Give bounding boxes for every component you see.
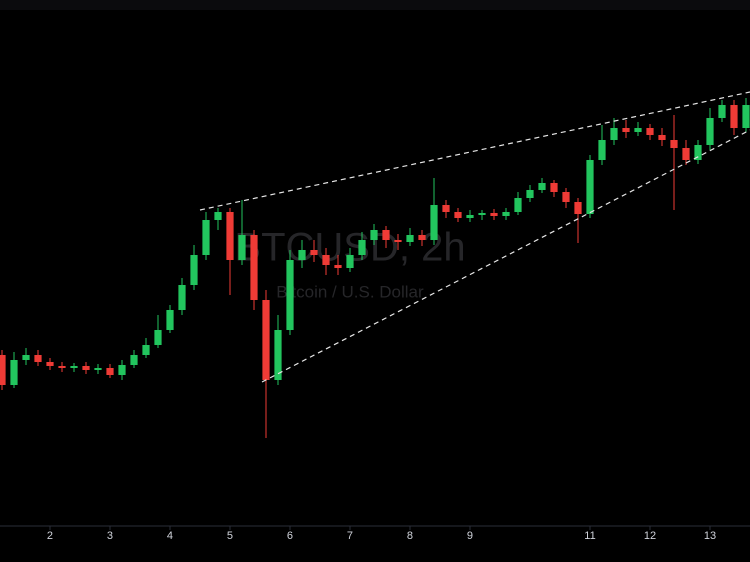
candle-body [106, 368, 114, 375]
candle-body [442, 205, 450, 212]
candle-body [118, 365, 126, 375]
candle-body [478, 213, 486, 215]
candle-body [670, 140, 678, 148]
candle-body [574, 202, 582, 214]
x-tick-label: 6 [287, 530, 293, 542]
candle-body [190, 255, 198, 285]
candle-body [22, 355, 30, 360]
x-tick-label: 8 [407, 530, 413, 542]
candle-body [46, 362, 54, 366]
candle-body [10, 360, 18, 385]
x-tick-label: 11 [584, 530, 595, 542]
candle-body [358, 240, 366, 255]
candle-body [166, 310, 174, 330]
candle-body [334, 265, 342, 268]
candle-body [262, 300, 270, 380]
candle-body [454, 212, 462, 218]
candle-body [550, 183, 558, 192]
candle-body [382, 230, 390, 240]
candle-body [742, 105, 750, 128]
candle-body [430, 205, 438, 240]
candle-body [0, 355, 6, 385]
watermark-subtitle: Bitcoin / U.S. Dollar [276, 282, 424, 301]
candle-body [58, 366, 66, 368]
candle-body [178, 285, 186, 310]
candle-body [298, 250, 306, 260]
x-tick-label: 5 [227, 530, 233, 542]
top-strip [0, 0, 750, 10]
plot-area [0, 98, 750, 438]
candle-body [514, 198, 522, 212]
candle-body [490, 213, 498, 216]
candle-body [130, 355, 138, 365]
candle-body [682, 148, 690, 160]
candle-body [694, 145, 702, 160]
candle-body [142, 345, 150, 355]
candle-body [82, 366, 90, 370]
candle-body [214, 212, 222, 220]
x-tick-label: 4 [167, 530, 173, 542]
candle-body [706, 118, 714, 145]
x-tick-label: 12 [644, 530, 656, 542]
x-tick-label: 3 [107, 530, 113, 542]
x-axis: 2 3 4 5 6 7 8 9 11 12 13 [47, 526, 716, 542]
candle-body [250, 235, 258, 300]
candle-body [70, 366, 78, 368]
candle-body [394, 240, 402, 242]
candle-body [646, 128, 654, 135]
candle-body [718, 105, 726, 118]
candle-body [94, 368, 102, 370]
candle-body [466, 215, 474, 218]
candle-body [418, 235, 426, 240]
candle-body [538, 183, 546, 190]
trend-line-lower [261, 129, 750, 383]
x-tick-label: 9 [467, 530, 473, 542]
candle-body [274, 330, 282, 380]
candle-body [634, 128, 642, 132]
candle-body [286, 260, 294, 330]
trend-line-upper [199, 91, 750, 211]
candle-body [562, 192, 570, 202]
x-tick-label: 7 [347, 530, 353, 542]
candle-body [154, 330, 162, 345]
candle-body [310, 250, 318, 255]
candle-body [226, 212, 234, 260]
candle-body [406, 235, 414, 242]
candle-body [622, 128, 630, 132]
candle-body [322, 255, 330, 265]
candle-body [202, 220, 210, 255]
candle-body [370, 230, 378, 240]
candle-body [610, 128, 618, 140]
candle-body [34, 355, 42, 362]
candle-body [730, 105, 738, 128]
candle-body [598, 140, 606, 160]
candle-body [346, 255, 354, 268]
candle-body [238, 235, 246, 260]
candle-body [502, 212, 510, 216]
x-tick-label: 2 [47, 530, 53, 542]
candle-body [658, 135, 666, 140]
x-tick-label: 13 [704, 530, 716, 542]
candle-body [526, 190, 534, 198]
candle-body [586, 160, 594, 214]
